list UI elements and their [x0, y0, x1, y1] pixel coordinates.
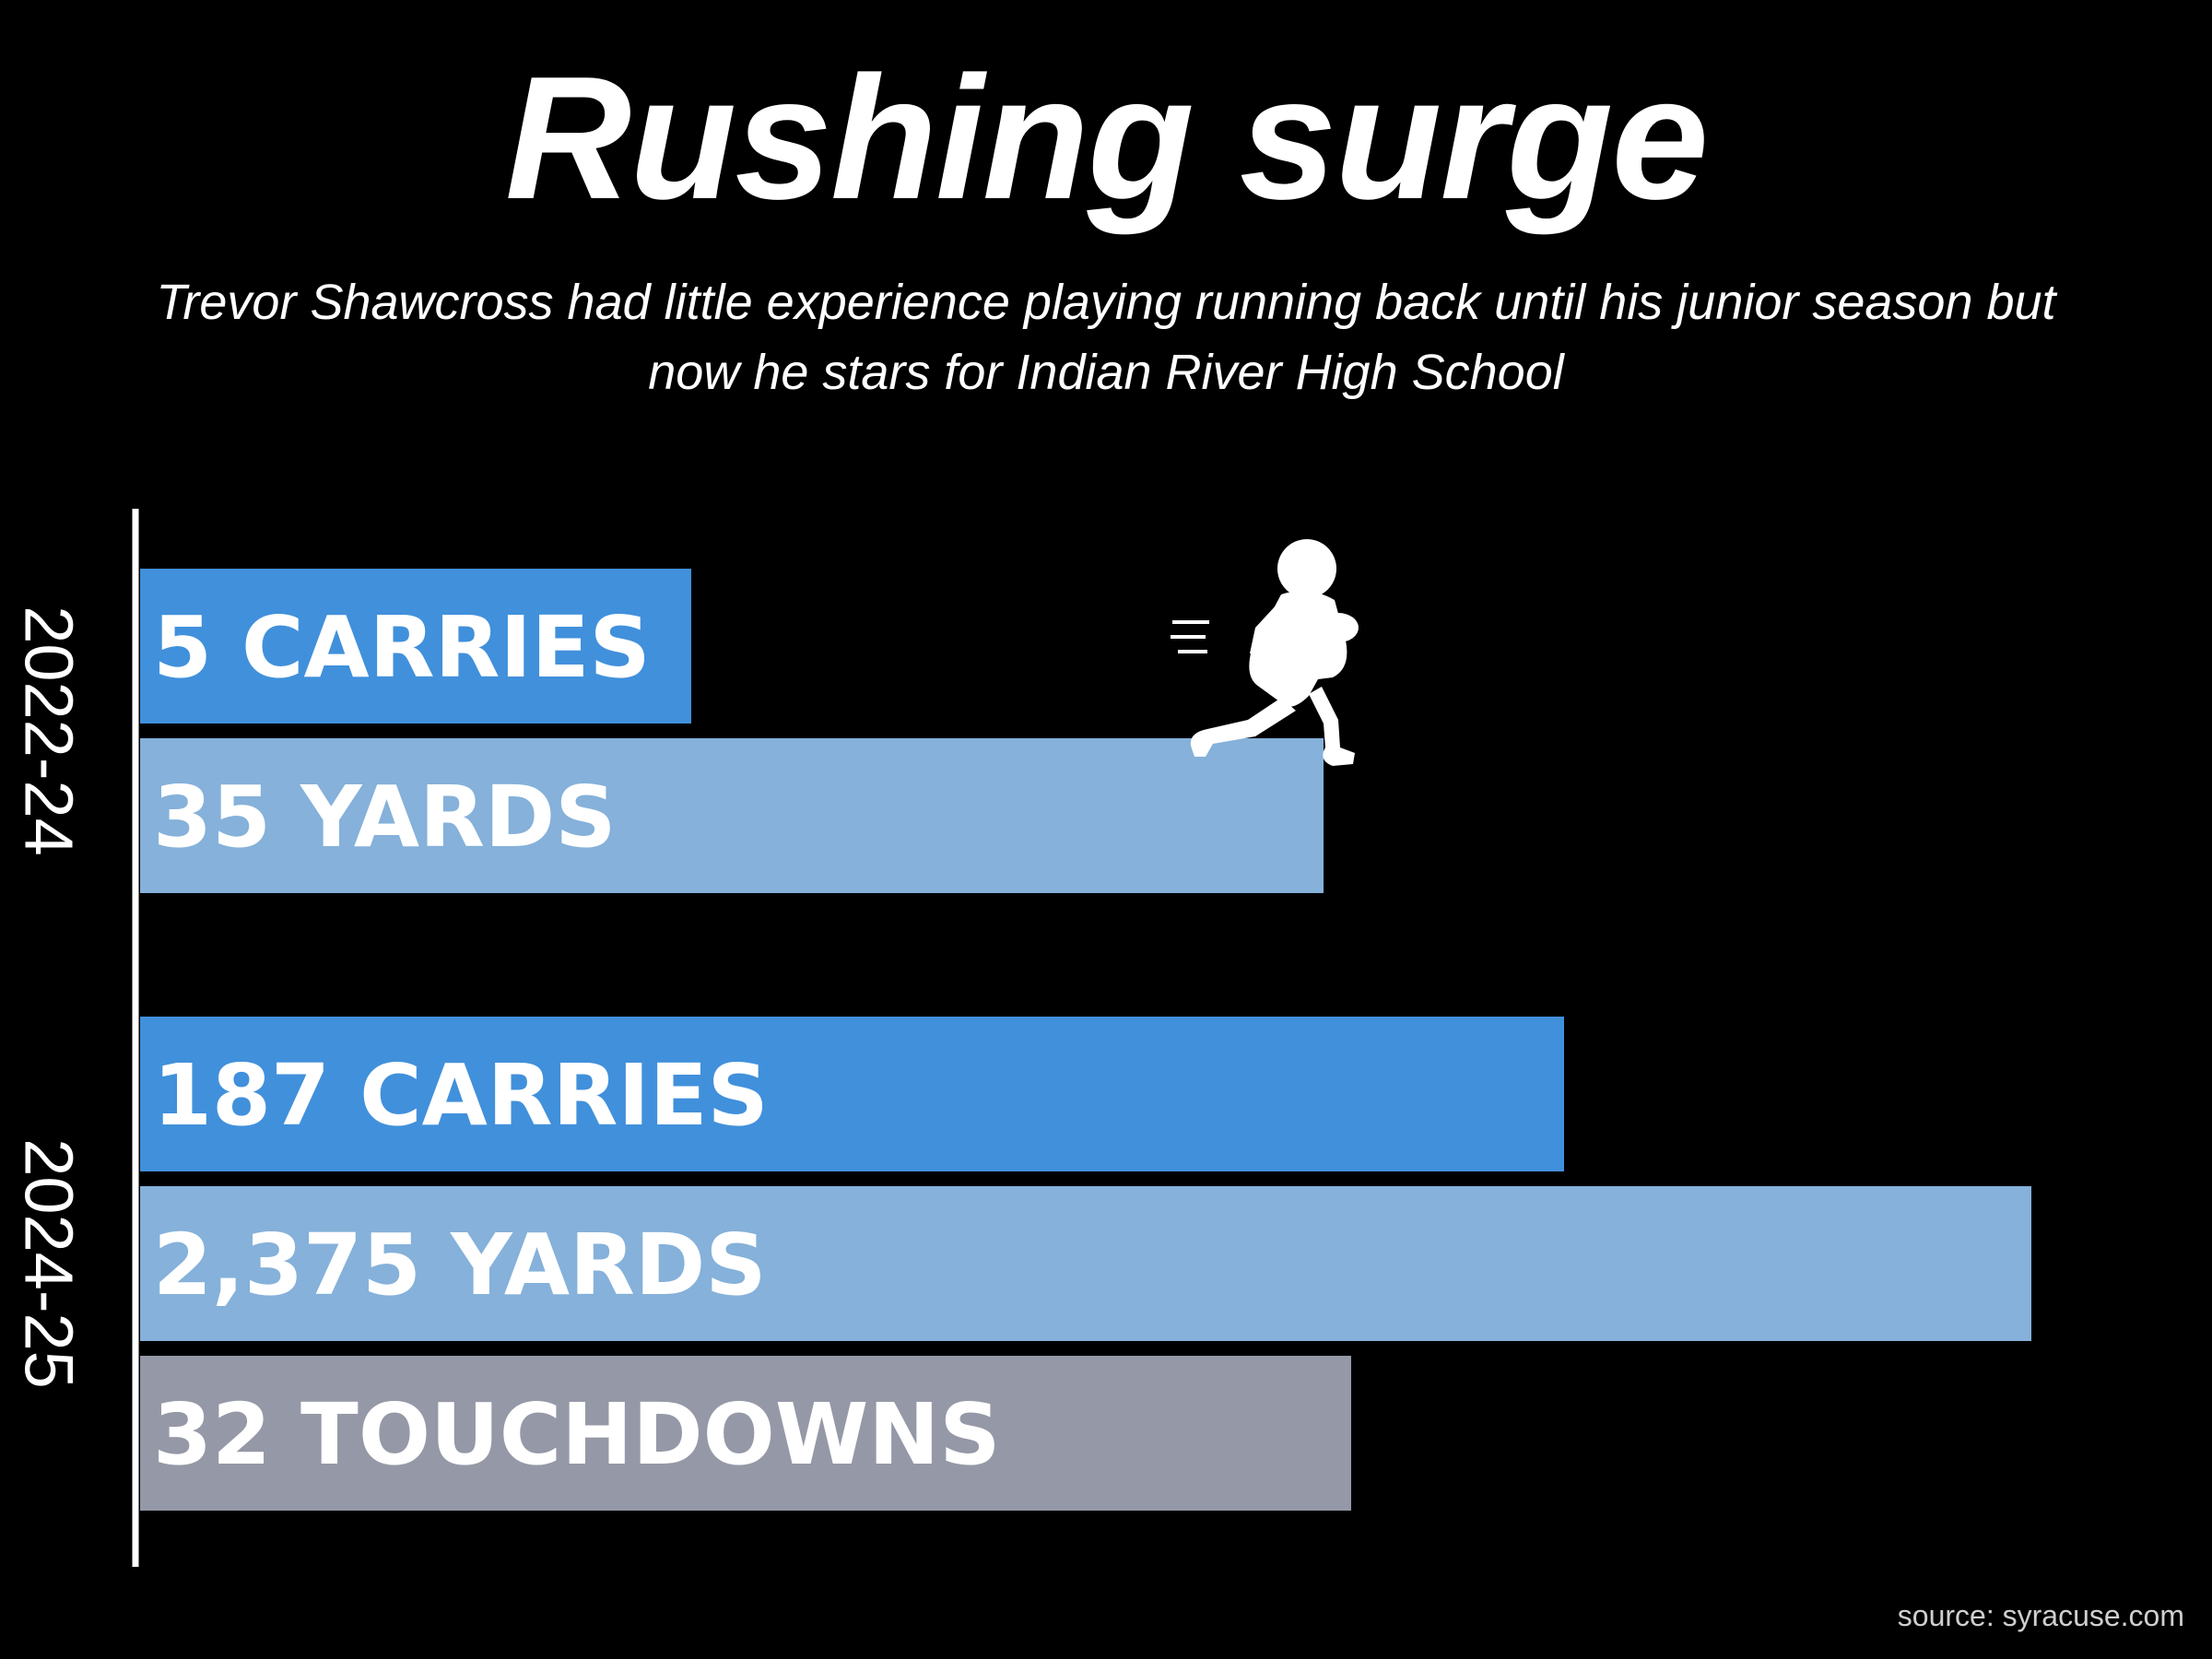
chart-subtitle: Trevor Shawcross had little experience p… — [156, 275, 2056, 400]
bar-label: 5 CARRIES — [153, 598, 651, 697]
group-label-2024-25: 2024-25 — [10, 1138, 87, 1389]
source-note: source: syracuse.com — [1897, 1599, 2184, 1632]
bar-label: 32 TOUCHDOWNS — [153, 1385, 1001, 1484]
group-label-2022-24: 2022-24 — [10, 606, 87, 856]
bar-label: 35 YARDS — [153, 768, 617, 866]
bar-32-touchdowns — [140, 1356, 1351, 1511]
bar-35-yards — [140, 738, 1324, 893]
bars-layer: 5 CARRIES 35 YARDS 187 CARRIES 2,375 YARDS 3… — [140, 569, 2031, 1511]
bar-5-carries — [140, 569, 691, 724]
bar-187-carries — [140, 1017, 1564, 1171]
chart-title: Rushing surge — [504, 41, 1709, 236]
football-player-icon — [1171, 539, 1359, 766]
bar-label: 2,375 YARDS — [153, 1216, 767, 1314]
group-labels-layer: 2022-24 2024-25 — [10, 606, 87, 1389]
bar-2-375-yards — [140, 1186, 2031, 1341]
bar-label: 187 CARRIES — [153, 1046, 769, 1145]
